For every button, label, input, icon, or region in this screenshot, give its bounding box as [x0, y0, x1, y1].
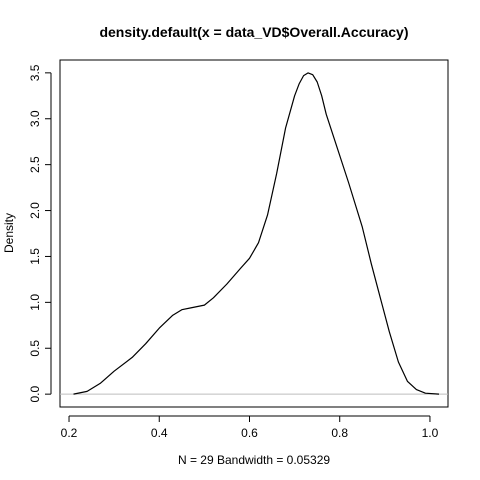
y-tick-label: 1.0: [28, 294, 42, 311]
y-tick-label: 3.0: [28, 110, 42, 127]
x-tick-label: 1.0: [422, 426, 439, 440]
chart-title: density.default(x = data_VD$Overall.Accu…: [99, 24, 408, 40]
x-tick-label: 0.4: [151, 426, 168, 440]
y-tick-label: 1.5: [28, 248, 42, 265]
x-axis-ticks: 0.2 0.4 0.6 0.8 1.0: [61, 416, 439, 440]
x-tick-label: 0.8: [331, 426, 348, 440]
y-axis-label: Density: [2, 213, 16, 253]
x-axis-label: N = 29 Bandwidth = 0.05329: [178, 453, 330, 467]
y-tick-label: 0.0: [28, 385, 42, 402]
y-tick-label: 2.0: [28, 202, 42, 219]
density-curve: [73, 72, 440, 395]
y-tick-label: 2.5: [28, 156, 42, 173]
y-axis-ticks: 0.0 0.5 1.0 1.5 2.0 2.5 3.0 3.5: [28, 64, 51, 402]
x-tick-label: 0.2: [61, 426, 78, 440]
plot-frame: [59, 59, 449, 408]
y-tick-label: 0.5: [28, 340, 42, 357]
y-tick-label: 3.5: [28, 64, 42, 81]
x-tick-label: 0.6: [241, 426, 258, 440]
